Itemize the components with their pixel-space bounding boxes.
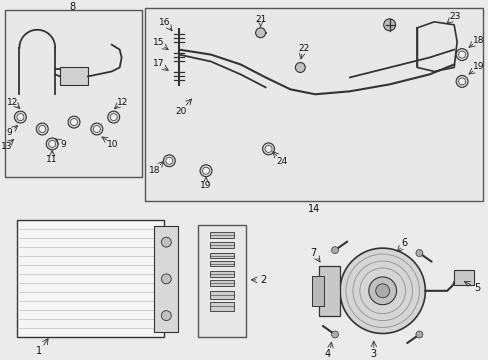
Bar: [198, 225, 245, 337]
Bar: [18, 220, 164, 337]
Circle shape: [49, 140, 56, 147]
Bar: [209, 302, 233, 311]
Text: 10: 10: [107, 140, 118, 149]
Circle shape: [161, 274, 171, 284]
Text: 23: 23: [448, 12, 460, 21]
Circle shape: [91, 123, 102, 135]
Text: 9: 9: [7, 129, 12, 138]
Circle shape: [339, 248, 425, 333]
Bar: [209, 253, 233, 258]
Text: 22: 22: [298, 44, 309, 53]
Text: 13: 13: [1, 143, 12, 152]
Bar: [154, 226, 178, 332]
Circle shape: [68, 116, 80, 128]
Text: 6: 6: [401, 238, 407, 248]
Circle shape: [200, 165, 211, 177]
Circle shape: [39, 126, 46, 132]
Circle shape: [163, 155, 175, 167]
Bar: [311, 276, 324, 306]
Text: 18: 18: [148, 166, 160, 175]
Circle shape: [458, 51, 465, 58]
Text: 14: 14: [307, 204, 320, 215]
Text: 24: 24: [276, 157, 287, 166]
Text: 1: 1: [36, 346, 42, 356]
Circle shape: [70, 118, 77, 126]
Circle shape: [458, 78, 465, 85]
Circle shape: [331, 247, 338, 253]
Text: 18: 18: [472, 36, 484, 45]
Text: 2: 2: [260, 275, 266, 285]
Bar: [145, 8, 482, 202]
Bar: [209, 271, 233, 277]
Circle shape: [255, 28, 265, 38]
Text: 17: 17: [152, 59, 164, 68]
Bar: [319, 266, 339, 316]
Text: 15: 15: [152, 38, 164, 47]
Circle shape: [165, 157, 172, 164]
Text: 19: 19: [472, 62, 484, 71]
Text: 7: 7: [309, 248, 316, 258]
Circle shape: [375, 284, 389, 298]
Bar: [4, 10, 141, 177]
Text: 12: 12: [117, 98, 128, 107]
Text: 9: 9: [60, 140, 66, 149]
Text: 8: 8: [69, 2, 75, 12]
Text: 19: 19: [200, 181, 211, 190]
Circle shape: [415, 331, 422, 338]
Circle shape: [368, 277, 396, 305]
Circle shape: [15, 111, 26, 123]
Bar: [209, 242, 233, 248]
Circle shape: [264, 145, 271, 152]
Bar: [60, 67, 88, 85]
Bar: [209, 280, 233, 286]
Circle shape: [331, 331, 338, 338]
Text: 4: 4: [325, 349, 330, 359]
Bar: [209, 232, 233, 238]
Circle shape: [415, 249, 422, 257]
Circle shape: [455, 76, 467, 87]
Circle shape: [17, 114, 24, 121]
Circle shape: [46, 138, 58, 150]
Bar: [209, 291, 233, 299]
Circle shape: [383, 19, 395, 31]
Text: 20: 20: [175, 107, 186, 116]
Text: 11: 11: [46, 155, 58, 164]
Circle shape: [161, 311, 171, 321]
Text: 21: 21: [254, 15, 266, 24]
Circle shape: [161, 237, 171, 247]
Text: 16: 16: [158, 18, 170, 27]
Text: 3: 3: [370, 349, 376, 359]
Circle shape: [202, 167, 209, 174]
Text: 12: 12: [7, 98, 18, 107]
Circle shape: [262, 143, 274, 155]
Bar: [209, 261, 233, 266]
Circle shape: [107, 111, 120, 123]
Bar: [453, 270, 473, 285]
Text: 5: 5: [473, 283, 479, 293]
Circle shape: [110, 114, 117, 121]
Circle shape: [93, 126, 100, 132]
Circle shape: [455, 49, 467, 60]
Circle shape: [36, 123, 48, 135]
Circle shape: [295, 63, 305, 72]
